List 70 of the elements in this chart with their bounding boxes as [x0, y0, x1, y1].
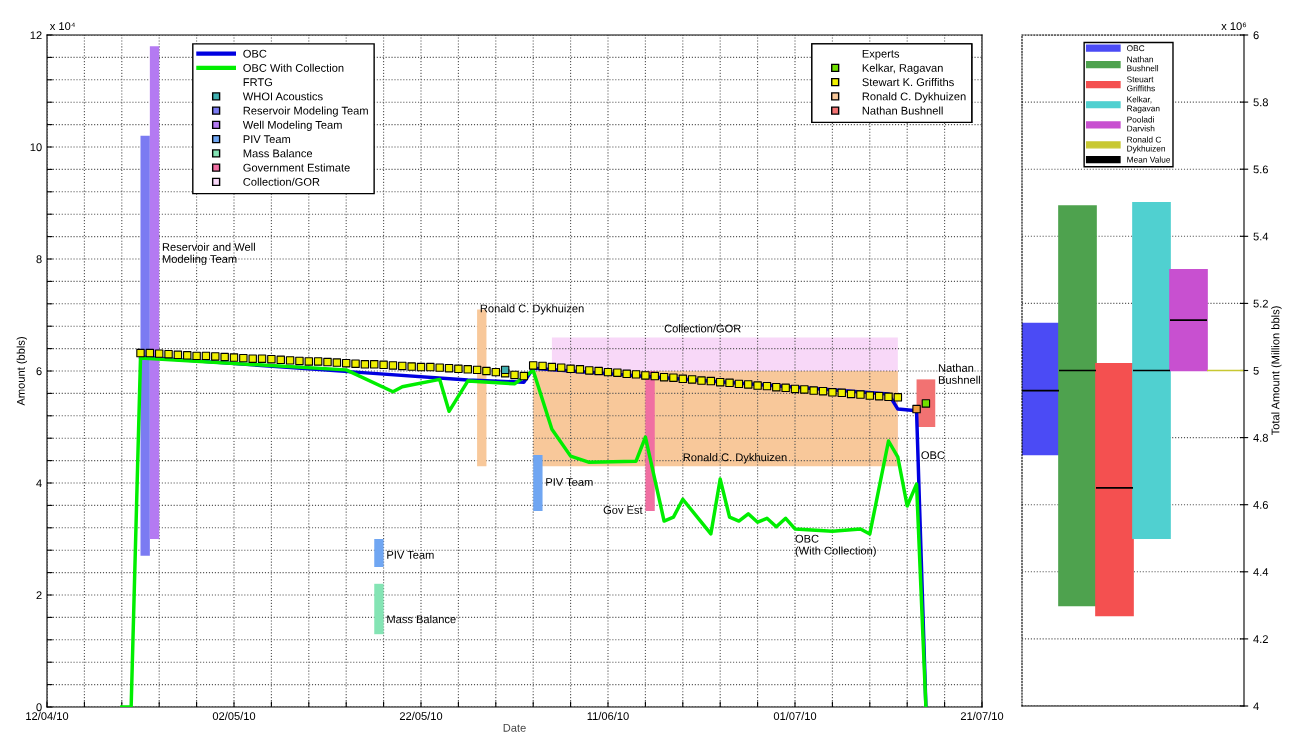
legend-label: Nathan Bushnell [1127, 56, 1159, 72]
legend-label: Kelkar, Ragavan [862, 63, 943, 75]
y-tick-label: 2 [36, 591, 42, 600]
y-tick-label: 4.2 [1253, 635, 1268, 643]
y-tick-label: 0 [36, 703, 42, 712]
y-tick-label: 5.4 [1253, 232, 1269, 241]
legend-label: Government Estimate [243, 163, 350, 172]
legend-label: Reservoir Modeling Team [243, 106, 368, 117]
annotation: Nathan Bushnell [938, 363, 980, 384]
legend-label: Stewart K. Griffiths [862, 77, 954, 87]
y-tick-label: 8 [36, 255, 42, 264]
annotation: Ronald C. Dykhuizen [480, 304, 584, 315]
annotation: OBC [921, 451, 945, 460]
legend-label: WHOI Acoustics [242, 92, 323, 101]
text: Experts [862, 49, 900, 60]
y-tick-label: 4 [1253, 702, 1259, 711]
y-tick-label: 6 [36, 367, 42, 376]
y-tick-label: 5 [1253, 366, 1259, 375]
annotation: Collection/GOR [664, 324, 741, 333]
legend-label: Mass Balance [243, 149, 313, 158]
legend-label: Collection/GOR [243, 177, 320, 186]
annotation: Mass Balance [387, 615, 456, 624]
y-tick-label: 5.8 [1253, 98, 1268, 107]
y-axis-title: Amount (bbls) [16, 337, 27, 406]
annotation: Reservoir and Well Modeling Team [162, 242, 255, 266]
y-tick-label: 4.6 [1253, 500, 1268, 509]
bar [1132, 201, 1171, 540]
legend-label: Well Modeling Team [242, 120, 342, 132]
point [912, 404, 921, 414]
x-tick-label: 02/05/10 [212, 711, 256, 721]
annotation: OBC (With Collection) [795, 534, 876, 557]
bar [1169, 269, 1208, 372]
annotation: PIV Team [546, 478, 593, 486]
y-tick-label: 4 [36, 479, 42, 488]
legend-label: Mean Value [1127, 156, 1171, 163]
bar [1058, 205, 1097, 607]
legend-label: Ronald C Dykhuizen [1127, 136, 1165, 154]
legend-label: Nathan Bushnell [862, 106, 943, 115]
legend-label: PIV Team [243, 135, 291, 144]
y-tick-label: 10 [30, 143, 42, 152]
legend-label: Pooladi Darvish [1127, 116, 1155, 132]
x-tick-label: 01/07/10 [773, 711, 817, 721]
text: x 10⁶ [1221, 22, 1247, 31]
text: FRTG [243, 78, 273, 87]
x-tick-label: 11/06/10 [587, 711, 629, 721]
legend-label: Kelkar, Ragavan [1127, 96, 1160, 114]
y-tick-label: 6 [1253, 31, 1259, 40]
y-tick-label: 4.4 [1253, 568, 1269, 576]
y-tick-label: 5.6 [1253, 165, 1268, 174]
legend-label: Ronald C. Dykhuizen [862, 92, 966, 103]
annotation: Ronald C. Dykhuizen [683, 453, 787, 464]
x-tick-label: 21/07/10 [960, 711, 1004, 721]
x-tick-label: 22/05/10 [399, 711, 443, 721]
x-axis-title: Date [503, 724, 526, 732]
text: x 10⁴ [49, 22, 75, 31]
point [921, 399, 931, 408]
annotation: PIV Team [387, 551, 434, 559]
x-tick-label: 12/04/10 [26, 711, 69, 721]
legend-label: Steuart Griffiths [1127, 76, 1155, 92]
annotation: Gov Est [603, 506, 643, 514]
legend-label: OBC [243, 49, 267, 58]
legend-label: OBC With Collection [243, 63, 344, 72]
y-tick-label: 5.2 [1253, 299, 1268, 308]
y-axis-title: Total Amount (Million bbls) [1271, 306, 1282, 436]
y-tick-label: 4.8 [1253, 433, 1268, 442]
bar [1022, 322, 1060, 456]
legend-label: OBC [1127, 45, 1145, 52]
y-tick-label: 12 [30, 31, 42, 40]
bar [1095, 362, 1134, 617]
point [500, 365, 510, 375]
